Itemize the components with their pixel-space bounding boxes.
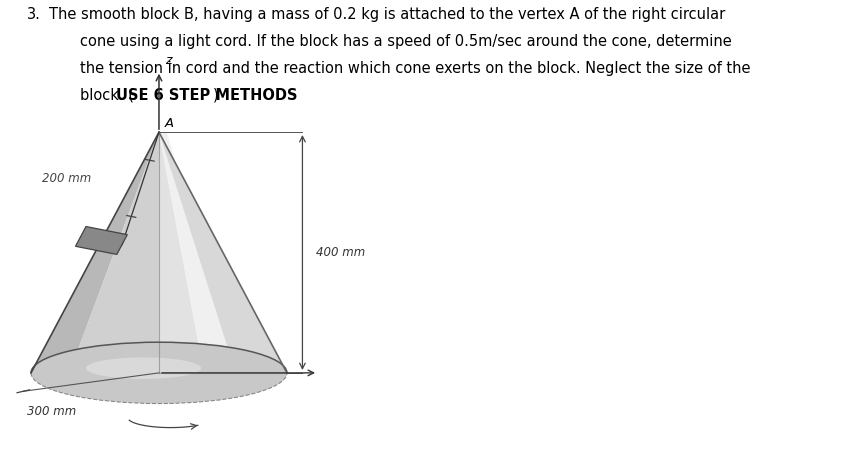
Text: A: A <box>165 117 174 130</box>
Text: 200 mm: 200 mm <box>42 172 91 185</box>
Text: The smooth block B, having a mass of 0.2 kg is attached to the vertex A of the r: The smooth block B, having a mass of 0.2… <box>49 7 724 22</box>
Text: z: z <box>165 54 171 67</box>
Text: ): ) <box>213 88 219 103</box>
Text: 3.: 3. <box>27 7 41 22</box>
Text: 300 mm: 300 mm <box>27 405 77 419</box>
Text: USE 6 STEP METHODS: USE 6 STEP METHODS <box>115 88 296 103</box>
Polygon shape <box>158 132 204 373</box>
Polygon shape <box>158 132 235 373</box>
Ellipse shape <box>31 342 286 404</box>
Polygon shape <box>31 132 158 373</box>
Text: cone using a light cord. If the block has a speed of 0.5m/sec around the cone, d: cone using a light cord. If the block ha… <box>80 34 731 49</box>
Text: 400 mm: 400 mm <box>316 246 366 259</box>
Polygon shape <box>158 132 286 373</box>
Text: block. (: block. ( <box>80 88 134 103</box>
Text: B: B <box>78 236 87 248</box>
Text: the tension in cord and the reaction which cone exerts on the block. Neglect the: the tension in cord and the reaction whi… <box>80 61 750 76</box>
Ellipse shape <box>86 357 201 379</box>
Polygon shape <box>75 227 127 254</box>
Polygon shape <box>69 132 158 373</box>
